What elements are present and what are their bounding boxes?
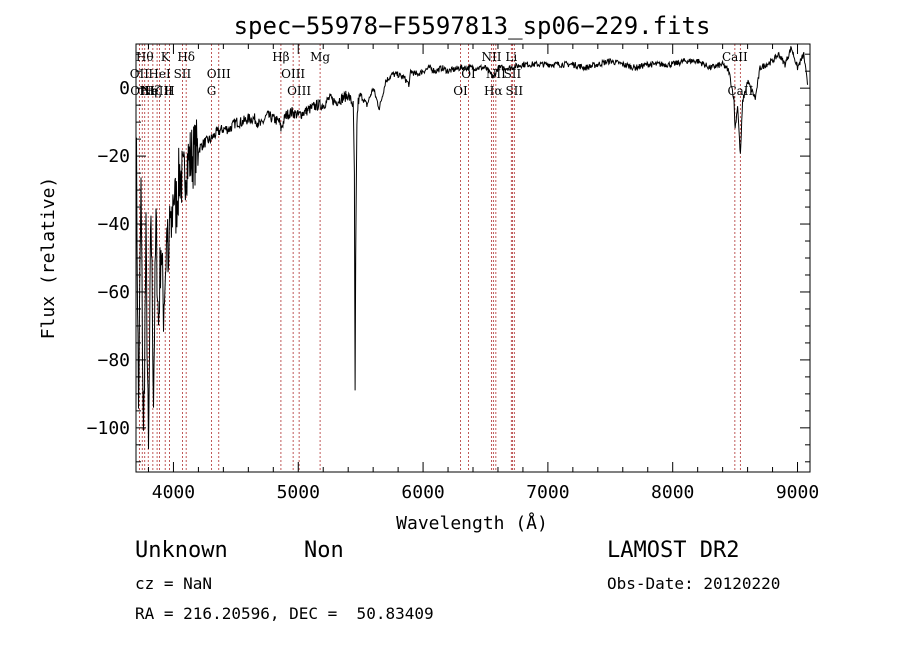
obs-date-label: Obs-Date: 20120220 <box>607 574 781 593</box>
subclass-label: Non <box>304 538 344 563</box>
spectral-line-label: OII <box>130 67 150 81</box>
spectral-line-label: G <box>207 84 217 98</box>
chart-title: spec−55978−F5597813_sp06−229.fits <box>234 12 711 40</box>
spectral-line-label: CaII <box>722 50 748 64</box>
spectral-line-label: OIII <box>287 84 311 98</box>
spectrum-series-line <box>135 46 808 450</box>
x-tick-label: 4000 <box>152 482 195 503</box>
x-axis: 4000 5000 6000 7000 8000 9000 <box>147 44 819 503</box>
x-tick-label: 6000 <box>401 482 444 503</box>
spectral-line-label: Hη <box>139 84 157 98</box>
spectral-line-markers <box>138 44 741 472</box>
spectral-line-label: OI <box>453 84 468 98</box>
spectral-line-label: Mg <box>310 50 330 64</box>
spectral-line-label: CaII <box>727 84 753 98</box>
x-axis-label: Wavelength (Å) <box>396 512 548 534</box>
y-axis: −100 −80 −60 −40 −20 0 <box>87 53 810 463</box>
x-tick-label: 8000 <box>651 482 694 503</box>
spectral-line-label: OI <box>461 67 476 81</box>
spectral-line-label: HeI <box>148 67 171 81</box>
spectral-line-label: SII <box>174 67 192 81</box>
spectral-line-label: K <box>161 50 171 64</box>
spectral-line-label: NII <box>481 50 501 64</box>
y-axis-label: Flux (relative) <box>38 177 59 340</box>
spectral-line-label: Li <box>505 50 517 64</box>
spectral-line-label: NeIII <box>141 84 173 98</box>
x-tick-label: 9000 <box>776 482 819 503</box>
spectral-line-label: SII <box>505 84 523 98</box>
spectral-line-label: Hζ <box>144 84 161 98</box>
y-tick-label: −80 <box>97 350 130 371</box>
survey-label: LAMOST DR2 <box>607 538 740 563</box>
spectral-line-label: Hβ <box>272 50 289 64</box>
coordinates-label: RA = 216.20596, DEC = 50.83409 <box>135 604 434 623</box>
y-tick-label: −20 <box>97 146 130 167</box>
redshift-label: cz = NaN <box>135 574 213 593</box>
plot-frame <box>135 43 811 473</box>
spectral-line-label: H <box>164 84 174 98</box>
spectral-line-labels: OIIOIIIHθHηHζNeIIIHeIKHSIIHδGOIIIHβOIIIO… <box>130 50 754 98</box>
x-tick-label: 7000 <box>526 482 569 503</box>
spectral-line-label: Hθ <box>136 50 154 64</box>
y-tick-label: −60 <box>97 282 130 303</box>
y-tick-label: 0 <box>119 78 130 99</box>
y-tick-label: −40 <box>97 214 130 235</box>
spectral-line-label: OIII <box>281 67 305 81</box>
x-tick-label: 5000 <box>277 482 320 503</box>
spectral-line-label: Hα <box>484 84 503 98</box>
class-label: Unknown <box>135 538 228 563</box>
y-tick-label: −100 <box>87 418 130 439</box>
spectral-line-label: Hδ <box>177 50 195 64</box>
spectral-line-label: OIII <box>207 67 231 81</box>
